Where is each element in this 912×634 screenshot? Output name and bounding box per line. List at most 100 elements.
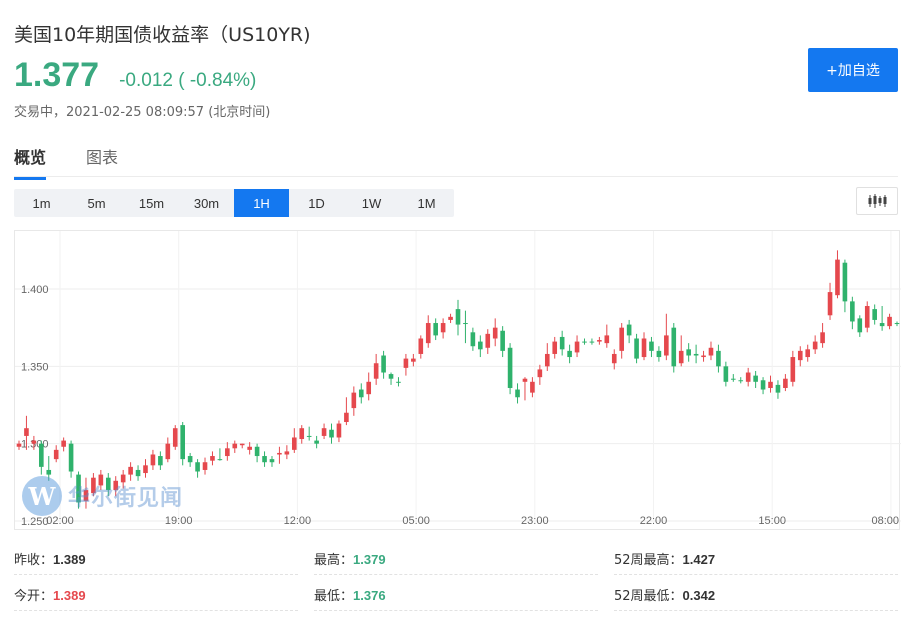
candle-body [284, 451, 290, 455]
stat-divider [14, 574, 298, 575]
candle-body [239, 443, 245, 446]
candle-body [634, 338, 639, 359]
y-tick-label: 1.300 [21, 439, 49, 451]
candle-body [16, 443, 22, 447]
period-1h[interactable]: 1H [234, 189, 289, 217]
stat-52w-low: 52周最低：0.342 [614, 588, 716, 604]
candle-body [418, 338, 424, 354]
period-30m[interactable]: 30m [193, 195, 220, 211]
quote-row: 1.377 -0.012 ( -0.84%) [14, 56, 256, 95]
candle-body [492, 327, 498, 339]
candle-body [753, 375, 758, 382]
period-1m[interactable]: 1m [32, 195, 51, 211]
candle-body [344, 412, 349, 423]
candle-body [478, 341, 483, 350]
period-1mo[interactable]: 1M [417, 195, 436, 211]
period-15m[interactable]: 15m [138, 195, 165, 211]
candle-body [850, 301, 855, 322]
candle-body [656, 350, 662, 358]
candle-body [128, 466, 133, 475]
candle-body [277, 452, 282, 455]
tab-divider [14, 176, 898, 177]
candle-body [329, 429, 334, 438]
candle-body [597, 340, 602, 342]
candle-body [24, 428, 29, 436]
y-tick-label: 1.350 [21, 361, 49, 373]
price-change: -0.012 ( -0.84%) [119, 70, 257, 91]
candle-body [894, 323, 900, 325]
candle-body [626, 324, 632, 336]
candle-body [31, 440, 37, 444]
candle-body [98, 474, 104, 486]
candle-body [649, 341, 654, 351]
candle-body [500, 330, 505, 351]
candle-body [425, 323, 431, 344]
candle-body [530, 381, 535, 393]
candle-body [411, 358, 416, 362]
candle-body [522, 378, 528, 382]
candle-body [470, 332, 476, 347]
candle-body [269, 459, 275, 463]
candle-body [195, 462, 200, 472]
candle-body [768, 381, 773, 388]
tab-chart[interactable]: 图表 [86, 148, 119, 167]
tab-overview[interactable]: 概览 [14, 144, 47, 180]
period-1d[interactable]: 1D [308, 195, 325, 211]
candle-body [507, 347, 513, 388]
candle-body [91, 477, 96, 494]
candle-body [396, 381, 401, 383]
candle-body [485, 333, 491, 348]
candle-body [299, 428, 305, 440]
page-title: 美国10年期国债收益率（US10YR) [14, 24, 311, 46]
stat-divider [614, 610, 898, 611]
candle-body [559, 336, 565, 350]
candle-body [783, 378, 788, 388]
candle-body [730, 378, 736, 380]
stat-open: 今开：1.389 [14, 588, 86, 604]
candle-body [864, 306, 870, 328]
candle-body [105, 477, 111, 491]
candle-body [738, 380, 744, 382]
candle-body [641, 338, 647, 358]
candle-body [321, 428, 327, 436]
candle-body [202, 462, 208, 470]
candle-body [358, 389, 364, 398]
x-tick-label: 05:00 [402, 515, 430, 527]
stat-high: 最高：1.379 [314, 552, 386, 568]
candlestick-chart[interactable]: 1.250 1.300 1.350 1.400 02:00 19:00 12:00 05:00… [14, 230, 901, 530]
candle-body [619, 327, 625, 351]
add-to-watchlist-button[interactable]: +加自选 [808, 48, 898, 92]
period-5m[interactable]: 5m [87, 195, 106, 211]
candle-body [403, 358, 409, 368]
candle-body [165, 443, 171, 460]
candle-body [812, 341, 818, 350]
candle-body [381, 355, 386, 373]
candle-body [797, 350, 803, 361]
candle-body [366, 381, 372, 395]
candle-body [463, 323, 468, 325]
candle-body [172, 428, 178, 447]
candle-body [225, 448, 230, 457]
candle-body [262, 456, 267, 463]
candle-body [210, 456, 215, 461]
x-tick-label: 02:00 [46, 515, 74, 527]
candle-body [336, 423, 342, 438]
candle-body [537, 369, 543, 378]
candle-body [574, 341, 580, 353]
y-tick-label: 1.400 [21, 284, 49, 296]
candle-body [448, 316, 453, 320]
candle-body [827, 292, 833, 316]
candle-body [254, 446, 260, 457]
chart-canvas: 1.250 1.300 1.350 1.400 02:00 19:00 12:00 05:00… [15, 231, 901, 528]
candle-body [857, 318, 863, 333]
candle-body [604, 335, 610, 344]
candle-body [544, 353, 550, 367]
candle-body [143, 465, 148, 474]
candle-body [455, 309, 461, 325]
chart-type-button[interactable] [856, 187, 898, 215]
candle-body [708, 347, 714, 356]
x-tick-label: 23:00 [521, 515, 549, 527]
period-1w[interactable]: 1W [361, 195, 382, 211]
candle-body [745, 372, 751, 382]
x-tick-label: 08:00 [871, 515, 899, 527]
